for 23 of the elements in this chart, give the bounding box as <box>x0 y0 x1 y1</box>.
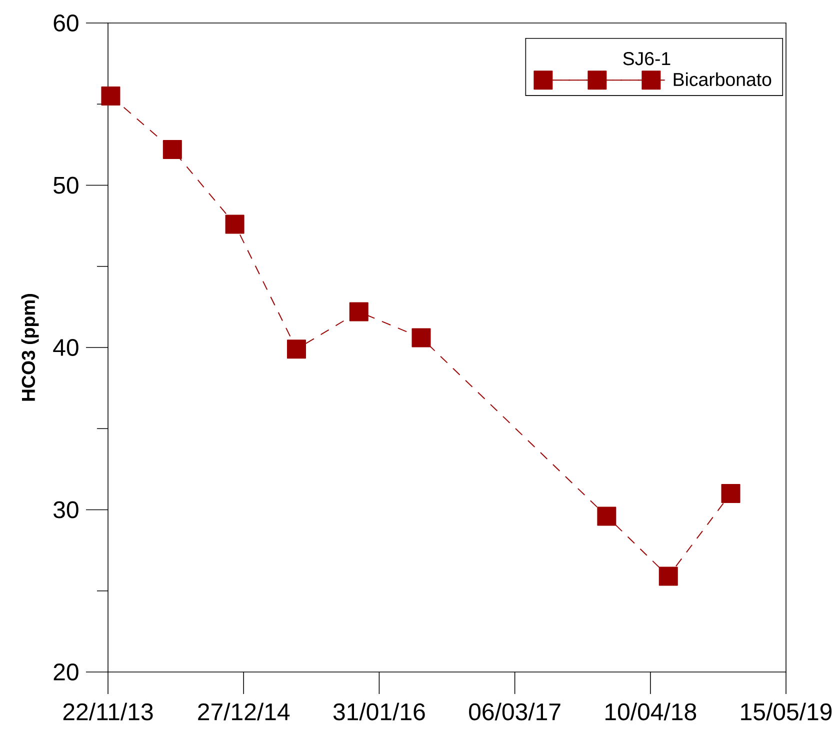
x-tick-label: 22/11/13 <box>63 702 153 720</box>
point <box>597 506 616 526</box>
point <box>349 302 368 322</box>
point <box>162 140 182 160</box>
y-tick-label: 20 <box>54 664 78 680</box>
point <box>101 86 120 106</box>
point <box>225 214 244 234</box>
legend-title: SJ6-1 <box>623 52 670 66</box>
y-axis-title: HCO3 (ppm) <box>21 294 39 401</box>
y-tick-label: 50 <box>54 176 78 194</box>
x-tick-label: 06/03/17 <box>469 702 560 720</box>
x-tick-label: 15/05/19 <box>741 702 832 720</box>
y-tick-label: 60 <box>54 14 78 32</box>
x-tick-label: 31/01/16 <box>333 702 425 720</box>
point <box>721 484 740 504</box>
y-tick-label: 30 <box>54 501 78 518</box>
x-tick-label: 10/04/18 <box>606 702 696 720</box>
y-tick-label: 40 <box>53 338 78 356</box>
legend-label: Bicarbonato <box>674 72 772 86</box>
point <box>658 566 678 586</box>
point <box>412 328 431 348</box>
x-tick-label: 27/12/14 <box>198 702 290 720</box>
point <box>286 340 306 359</box>
